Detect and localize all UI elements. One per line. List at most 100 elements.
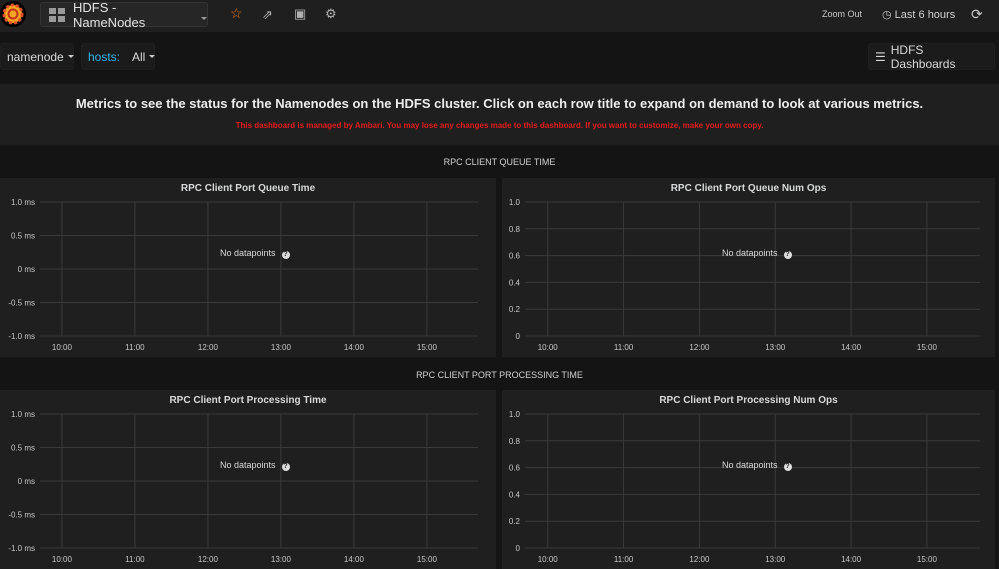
panel-rpc-client-port-processing-time: RPC Client Port Processing Time 1.0 ms 0.… <box>0 390 496 569</box>
x-tick-label: 10:00 <box>52 555 73 564</box>
caret-down-icon <box>201 17 207 20</box>
hdfs-dashboards-label: HDFS Dashboards <box>890 42 956 71</box>
y-tick-label: 0.6 <box>509 252 521 261</box>
x-tick-label: 14:00 <box>344 555 365 564</box>
row-title-rpc-client-port-processing-time[interactable]: RPC CLIENT PORT PROCESSING TIME <box>416 370 583 380</box>
graph-area: 1.0 0.8 0.6 0.4 0.2 0 10:00 11:00 12:00 13:00 14:0… <box>509 198 980 352</box>
y-tick-label: 1.0 <box>509 410 521 419</box>
y-tick-label: 0.2 <box>509 517 521 526</box>
y-tick-label: 0.2 <box>509 305 521 314</box>
no-datapoints-text: No datapoints <box>220 248 276 258</box>
x-tick-label: 11:00 <box>125 555 145 564</box>
grafana-logo[interactable] <box>0 1 26 27</box>
y-tick-label: 0 <box>516 332 521 341</box>
y-tick-label: 0.4 <box>509 490 521 499</box>
star-icon[interactable]: ☆ <box>230 5 243 21</box>
hosts-label: hosts: <box>88 49 121 64</box>
y-tick-label: 0.6 <box>509 464 521 473</box>
y-tick-label: 0.8 <box>509 225 521 234</box>
share-icon[interactable]: ⇗ <box>262 7 273 22</box>
question-circle-icon[interactable]: ? <box>281 463 290 471</box>
hosts-variable-dropdown[interactable]: hosts: All <box>81 43 156 70</box>
x-tick-label: 12:00 <box>689 555 710 564</box>
no-datapoints-message: No datapoints? <box>722 248 792 259</box>
y-tick-label: 0.5 ms <box>11 444 35 453</box>
y-tick-label: -1.0 ms <box>8 332 35 341</box>
text-panel: Metrics to see the status for the Nameno… <box>0 84 999 145</box>
menu-icon: ☰ <box>875 49 886 64</box>
y-tick-label: 1.0 ms <box>11 198 35 207</box>
panel-rpc-client-port-queue-time: RPC Client Port Queue Time 1.0 ms 0.5 ms 0… <box>0 178 496 357</box>
x-tick-label: 12:00 <box>689 343 710 352</box>
y-tick-label: -0.5 ms <box>8 511 35 520</box>
x-tick-label: 11:00 <box>614 343 634 352</box>
refresh-icon[interactable]: ⟳ <box>971 6 983 22</box>
dashboard-grid-icon <box>49 7 65 22</box>
y-tick-label: -0.5 ms <box>8 299 35 308</box>
dashboard-description: Metrics to see the status for the Nameno… <box>75 96 924 111</box>
x-tick-label: 14:00 <box>344 343 365 352</box>
caret-down-icon <box>67 55 74 58</box>
x-tick-label: 14:00 <box>841 343 862 352</box>
namenode-label: namenode <box>7 49 64 64</box>
x-tick-label: 10:00 <box>52 343 73 352</box>
question-circle-icon[interactable]: ? <box>281 251 290 259</box>
ambari-warning: This dashboard is managed by Ambari. You… <box>235 121 764 130</box>
hdfs-dashboards-button[interactable]: ☰ HDFS Dashboards <box>868 42 995 71</box>
x-tick-label: 12:00 <box>198 555 219 564</box>
dashboard-picker-button[interactable]: HDFS - NameNodes <box>40 0 208 30</box>
row-title-rpc-client-queue-time[interactable]: RPC CLIENT QUEUE TIME <box>443 157 556 167</box>
time-range-picker[interactable]: ◷ Last 6 hours <box>882 8 955 21</box>
x-tick-label: 13:00 <box>271 555 292 564</box>
x-tick-label: 11:00 <box>125 343 145 352</box>
x-tick-label: 15:00 <box>417 555 438 564</box>
panel-title[interactable]: RPC Client Port Processing Num Ops <box>659 395 838 406</box>
graph-area: 1.0 ms 0.5 ms 0 ms -0.5 ms -1.0 ms 10:00 11:00… <box>8 198 478 352</box>
question-circle-icon[interactable]: ? <box>783 251 792 259</box>
panel-title[interactable]: RPC Client Port Queue Time <box>180 183 316 194</box>
y-tick-label: 0.5 ms <box>11 232 35 241</box>
x-tick-label: 15:00 <box>917 343 938 352</box>
y-tick-label: 1.0 <box>509 198 521 207</box>
zoom-out-button[interactable]: Zoom Out <box>822 9 863 19</box>
question-circle-icon[interactable]: ? <box>783 463 792 471</box>
clock-icon: ◷ <box>882 9 892 21</box>
y-tick-label: 0 ms <box>18 265 35 274</box>
save-icon[interactable]: ▣ <box>294 6 307 21</box>
y-tick-label: -1.0 ms <box>8 544 35 553</box>
x-tick-label: 14:00 <box>841 555 862 564</box>
gear-icon[interactable]: ⚙ <box>325 6 337 21</box>
graph-area: 1.0 ms 0.5 ms 0 ms -0.5 ms -1.0 ms 10:00 11:00… <box>8 410 478 564</box>
x-tick-label: 10:00 <box>538 555 559 564</box>
panel-title[interactable]: RPC Client Port Processing Time <box>169 395 327 406</box>
no-datapoints-text: No datapoints <box>722 460 778 470</box>
x-tick-label: 11:00 <box>614 555 634 564</box>
hosts-value: All <box>132 49 146 64</box>
namenode-dropdown[interactable]: namenode <box>0 43 74 70</box>
dashboard-title: HDFS - NameNodes <box>73 0 146 30</box>
x-tick-label: 12:00 <box>198 343 219 352</box>
graph-area: 1.0 0.8 0.6 0.4 0.2 0 10:00 11:00 12:00 13:00 14:0… <box>509 410 980 564</box>
no-datapoints-text: No datapoints <box>220 460 276 470</box>
no-datapoints-message: No datapoints? <box>722 460 792 471</box>
caret-down-icon <box>149 55 156 58</box>
x-tick-label: 15:00 <box>417 343 438 352</box>
panel-rpc-client-port-processing-num-ops: RPC Client Port Processing Num Ops 1.0 0.… <box>502 390 995 569</box>
y-tick-label: 1.0 ms <box>11 410 35 419</box>
top-navbar: HDFS - NameNodes ☆ ⇗ ▣ ⚙ Zoom Out ◷ Last… <box>0 0 999 32</box>
x-tick-label: 15:00 <box>917 555 938 564</box>
y-tick-label: 0.4 <box>509 278 521 287</box>
panel-title[interactable]: RPC Client Port Queue Num Ops <box>670 183 827 194</box>
x-tick-label: 13:00 <box>271 343 292 352</box>
y-tick-label: 0 <box>516 544 521 553</box>
time-range-label: Last 6 hours <box>894 9 956 21</box>
panel-rpc-client-port-queue-num-ops: RPC Client Port Queue Num Ops 1.0 0.8 0.6 0… <box>502 178 995 357</box>
no-datapoints-text: No datapoints <box>722 248 778 258</box>
y-tick-label: 0.8 <box>509 437 521 446</box>
no-datapoints-message: No datapoints? <box>220 248 290 259</box>
x-tick-label: 13:00 <box>765 555 786 564</box>
y-tick-label: 0 ms <box>18 477 35 486</box>
x-tick-label: 13:00 <box>765 343 786 352</box>
no-datapoints-message: No datapoints? <box>220 460 290 471</box>
x-tick-label: 10:00 <box>538 343 559 352</box>
